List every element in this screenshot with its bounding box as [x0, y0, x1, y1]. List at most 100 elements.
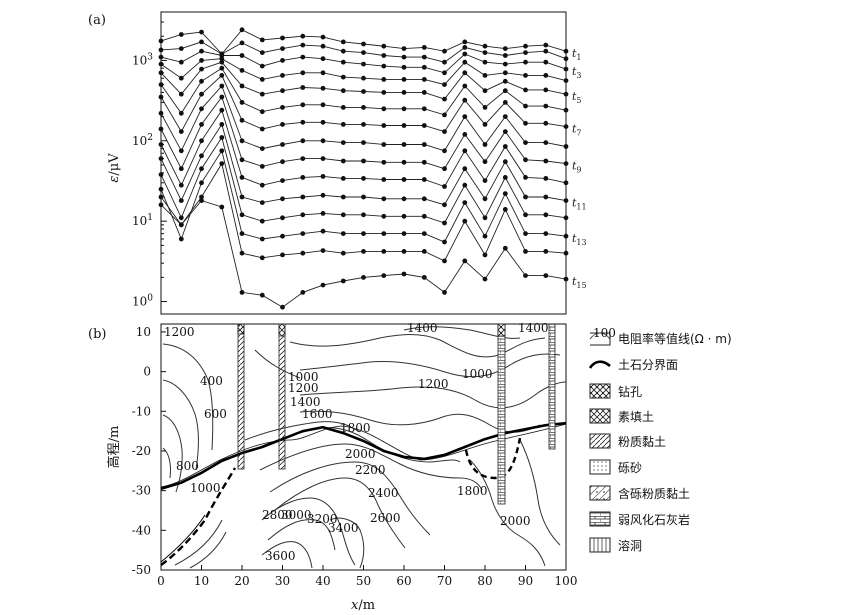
data-point — [421, 54, 427, 60]
data-point — [219, 65, 225, 71]
data-point — [442, 112, 447, 118]
data-point — [523, 212, 528, 218]
data-point — [320, 282, 326, 288]
data-point — [502, 53, 508, 58]
data-point — [280, 122, 285, 127]
data-point — [543, 249, 549, 254]
data-point — [280, 233, 285, 239]
data-point — [300, 70, 306, 76]
legend-item-limestone: 弱风化石灰岩 — [589, 511, 690, 527]
data-point — [178, 166, 184, 172]
data-point — [199, 78, 204, 84]
data-point — [401, 231, 407, 237]
contour-line — [267, 519, 336, 551]
data-point — [482, 142, 488, 147]
data-point — [462, 218, 468, 224]
data-point — [482, 233, 488, 239]
data-point — [320, 156, 326, 162]
data-point — [158, 82, 164, 87]
data-point — [219, 204, 225, 210]
data-point — [178, 110, 184, 116]
data-point — [280, 215, 285, 221]
contour-line — [162, 343, 214, 451]
data-point — [280, 105, 285, 110]
data-point — [239, 212, 245, 218]
data-point — [178, 148, 184, 154]
data-point — [523, 157, 528, 163]
data-point — [482, 178, 488, 184]
data-point — [158, 172, 164, 178]
contour-label: 2800 — [262, 508, 293, 522]
contour-label: 1800 — [457, 484, 488, 498]
data-point — [543, 48, 549, 54]
data-point — [523, 103, 528, 109]
data-point — [300, 212, 306, 218]
data-point — [158, 47, 164, 53]
data-point — [421, 106, 427, 112]
contour-line — [162, 414, 183, 493]
data-point — [421, 45, 427, 50]
data-point — [239, 290, 245, 295]
contour-line — [259, 443, 483, 491]
legend-item-fill: 素填土 — [589, 408, 654, 424]
data-point — [280, 35, 285, 41]
data-point — [340, 278, 346, 284]
contour-label: 1000 — [190, 481, 221, 495]
data-point — [381, 273, 387, 278]
legend-item-gravel-sand: 砾砂 — [589, 459, 642, 475]
data-point — [482, 196, 488, 202]
data-point — [199, 138, 204, 144]
data-point — [361, 158, 366, 164]
contour-label: 1600 — [302, 407, 333, 421]
data-point — [320, 85, 326, 91]
series-label: t1 — [572, 47, 582, 62]
data-point — [158, 38, 164, 44]
data-point — [523, 231, 528, 237]
data-point — [219, 135, 225, 140]
contour-label: 1400 — [290, 395, 321, 409]
contour-label: 3600 — [265, 549, 296, 563]
data-point — [442, 129, 447, 135]
panel-a-y-label: ε/μV — [107, 153, 122, 183]
data-point — [199, 91, 204, 97]
data-point — [523, 59, 528, 65]
data-point — [381, 63, 387, 69]
data-point — [259, 255, 265, 261]
contour-label: 3200 — [307, 512, 338, 526]
data-point — [502, 114, 508, 119]
data-point — [502, 144, 508, 149]
data-point — [300, 33, 306, 39]
data-point — [421, 196, 427, 202]
data-point — [158, 61, 164, 67]
data-point — [462, 51, 468, 57]
data-point — [300, 250, 306, 256]
data-point — [502, 46, 508, 51]
contour-label: 1000 — [462, 367, 493, 381]
data-point — [239, 194, 245, 200]
data-point — [462, 114, 468, 119]
data-point — [523, 50, 528, 55]
data-point — [462, 132, 468, 137]
data-point — [361, 41, 366, 47]
panel-b: (b) — [88, 321, 577, 613]
series-label: t13 — [572, 232, 587, 247]
data-point — [199, 58, 204, 63]
data-point — [340, 176, 346, 181]
data-point — [442, 70, 447, 76]
data-point — [482, 43, 488, 49]
contour-label: 1200 — [164, 325, 195, 339]
data-point — [340, 59, 346, 65]
data-point — [158, 54, 164, 60]
data-point — [320, 119, 326, 125]
data-point — [523, 120, 528, 126]
data-point — [401, 142, 407, 147]
data-point — [462, 258, 468, 264]
data-point — [502, 129, 508, 135]
contour-label: 400 — [200, 374, 223, 388]
data-point — [563, 250, 569, 256]
data-point — [482, 88, 488, 94]
data-point — [523, 249, 528, 254]
data-point — [320, 174, 326, 179]
data-point — [280, 46, 285, 51]
data-point — [239, 53, 245, 58]
